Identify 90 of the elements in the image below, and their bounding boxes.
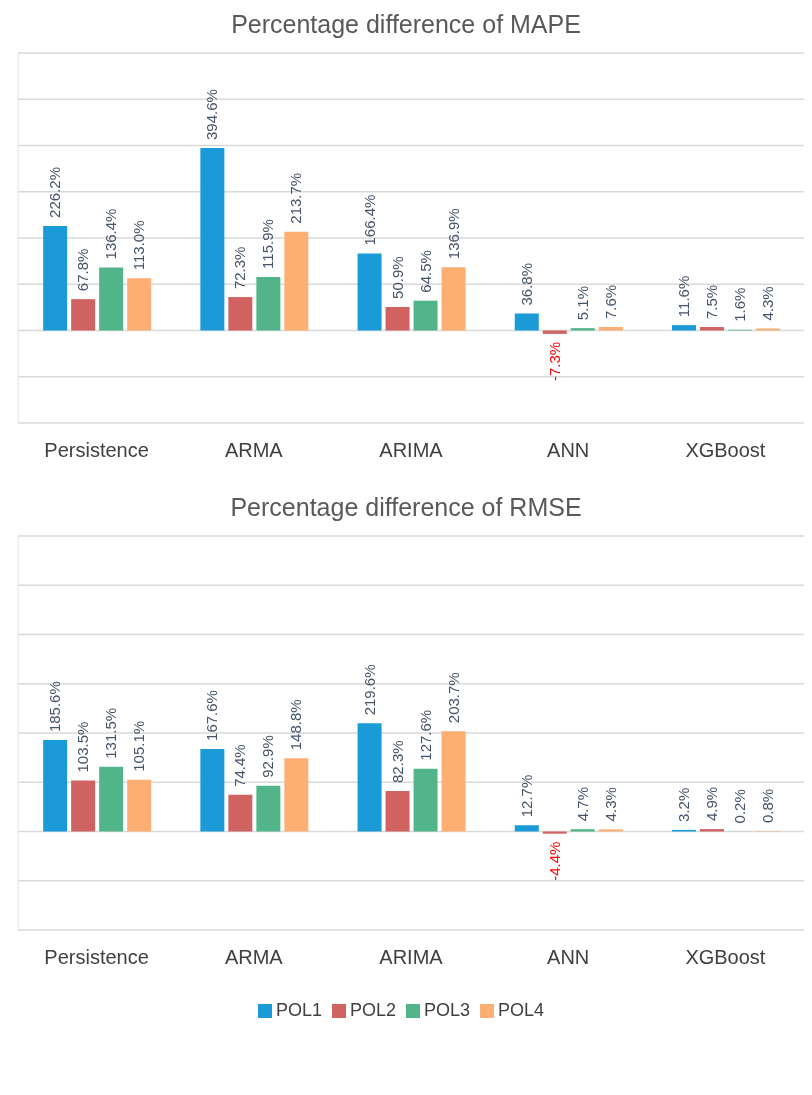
bar xyxy=(598,829,623,832)
bar xyxy=(441,731,466,832)
bar xyxy=(699,829,724,832)
data-label: 4.3% xyxy=(758,286,776,321)
chart-title: Percentage difference of MAPE xyxy=(230,10,582,39)
x-tick-label: XGBoost xyxy=(685,946,766,969)
bar xyxy=(413,300,438,331)
data-label: 4.3% xyxy=(601,787,619,822)
x-tick-label: ARMA xyxy=(224,946,284,969)
bar xyxy=(671,325,696,331)
bar xyxy=(71,780,96,832)
legend-label: POL2 xyxy=(349,1000,396,1020)
bar xyxy=(127,278,152,331)
data-label: 36.8% xyxy=(517,262,535,306)
data-label: 0.2% xyxy=(730,789,748,824)
data-label: 74.4% xyxy=(231,744,249,787)
bar xyxy=(385,790,410,832)
x-tick-label: ANN xyxy=(547,946,590,969)
bar xyxy=(570,829,595,832)
bar xyxy=(699,327,724,331)
bar xyxy=(256,276,281,331)
data-label: 131.5% xyxy=(102,707,120,759)
x-tick-label: ARMA xyxy=(224,439,284,462)
data-label: 4.7% xyxy=(573,786,591,822)
x-tick-label: ARIMA xyxy=(379,946,444,969)
data-label: 50.9% xyxy=(388,256,406,299)
bar xyxy=(441,267,466,331)
bar xyxy=(43,740,68,832)
data-label: 166.4% xyxy=(360,194,378,246)
bar xyxy=(598,326,623,331)
bar xyxy=(71,299,96,331)
legend-label: POL3 xyxy=(424,1000,471,1020)
bar xyxy=(99,267,124,331)
data-label: 11.6% xyxy=(674,275,692,318)
data-label: 105.1% xyxy=(130,720,148,772)
x-tick-label: ANN xyxy=(547,439,590,462)
x-tick-label: ARIMA xyxy=(379,439,444,462)
data-label: 136.4% xyxy=(102,208,120,260)
data-label: 219.6% xyxy=(360,664,378,716)
data-label: 185.6% xyxy=(46,681,64,733)
bar xyxy=(99,766,124,832)
bar xyxy=(514,825,539,832)
data-label: 0.8% xyxy=(758,788,776,824)
data-label: 12.7% xyxy=(517,774,535,818)
bar xyxy=(385,306,410,331)
bar xyxy=(542,831,567,834)
bar xyxy=(127,779,152,832)
data-label: 92.9% xyxy=(259,735,277,778)
data-label: 103.5% xyxy=(74,721,92,773)
data-label: 3.2% xyxy=(674,787,692,822)
bar xyxy=(256,785,281,832)
data-label: -4.4% xyxy=(545,841,563,881)
x-tick-label: Persistence xyxy=(44,946,149,969)
bar xyxy=(413,768,438,832)
data-label: 148.8% xyxy=(287,699,305,751)
bar xyxy=(200,148,225,331)
data-label: 394.6% xyxy=(203,89,221,140)
bar xyxy=(357,253,382,331)
data-label: 113.0% xyxy=(130,220,148,271)
legend-label: POL1 xyxy=(275,1000,322,1020)
x-tick-label: XGBoost xyxy=(685,439,766,462)
bar xyxy=(284,231,309,331)
data-label: -7.3% xyxy=(545,341,563,382)
data-label: 127.6% xyxy=(416,709,434,761)
data-label: 4.9% xyxy=(702,786,720,822)
data-label: 7.5% xyxy=(702,284,720,320)
bar xyxy=(357,723,382,832)
data-label: 5.1% xyxy=(573,285,591,321)
bar xyxy=(228,297,253,331)
data-label: 213.7% xyxy=(287,172,305,224)
data-label: 136.9% xyxy=(444,208,462,260)
data-label: 72.3% xyxy=(231,246,249,290)
data-label: 7.6% xyxy=(601,284,619,319)
data-label: 226.2% xyxy=(46,167,64,218)
bar xyxy=(514,313,539,331)
chart-title: Percentage difference of RMSE xyxy=(229,493,583,522)
bar xyxy=(228,794,253,832)
bar xyxy=(43,225,68,331)
x-tick-label: Persistence xyxy=(44,439,149,462)
data-label: 82.3% xyxy=(388,740,406,783)
data-label: 115.9% xyxy=(259,219,277,269)
legend-label: POL4 xyxy=(498,1000,545,1020)
bar xyxy=(570,328,595,331)
data-label: 167.6% xyxy=(203,690,221,741)
data-label: 203.7% xyxy=(444,672,462,724)
data-label: 64.5% xyxy=(416,250,434,293)
bar xyxy=(284,758,309,832)
bar xyxy=(200,748,225,832)
data-label: 67.8% xyxy=(74,248,92,292)
data-label: 1.6% xyxy=(730,287,748,322)
